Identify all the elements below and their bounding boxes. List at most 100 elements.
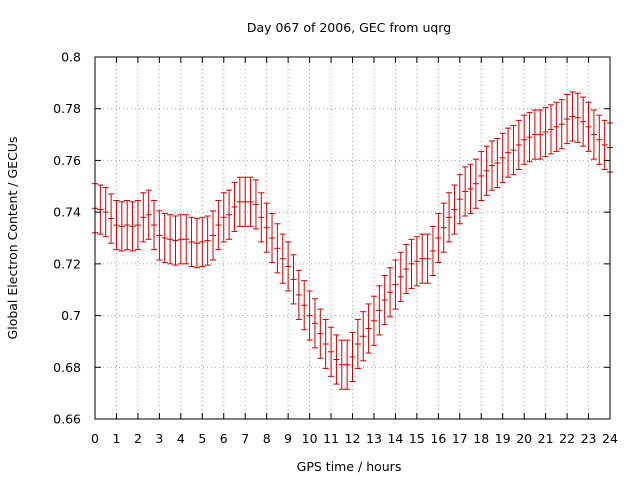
error-bar-point (413, 236, 420, 287)
error-bar-point (156, 210, 163, 261)
error-bar-point (574, 92, 581, 143)
error-bar-point (274, 223, 281, 274)
error-bar-point (210, 210, 217, 261)
error-bar-point (397, 251, 404, 302)
error-bar-point (376, 285, 383, 336)
error-bar-point (370, 295, 377, 346)
error-bar-point (537, 109, 544, 160)
x-tick-label: 9 (284, 431, 292, 446)
error-bar-point (247, 176, 254, 227)
error-bar-point (456, 174, 463, 225)
error-bar-point (547, 104, 554, 155)
x-tick-label: 3 (155, 431, 163, 446)
error-bar-point (381, 274, 388, 326)
x-tick-label: 24 (602, 431, 618, 446)
error-bar-point (129, 201, 136, 252)
error-bar-point (269, 212, 276, 264)
error-bar-point (236, 176, 243, 227)
x-tick-label: 7 (241, 431, 249, 446)
error-bar-point (392, 259, 399, 310)
error-bar-point (601, 119, 608, 170)
error-bar-point (140, 192, 147, 243)
error-bar-point (569, 91, 576, 142)
error-bar-point (199, 216, 206, 267)
x-tick-label: 20 (516, 431, 532, 446)
error-bar-point (472, 158, 479, 209)
x-tick-label: 15 (409, 431, 425, 446)
error-bar-point (322, 318, 329, 370)
error-bar-point (134, 200, 141, 251)
error-bar-point (317, 308, 324, 359)
error-bar-point (590, 109, 597, 160)
error-bar-point (531, 109, 538, 160)
x-tick-label: 5 (198, 431, 206, 446)
error-bar-point (102, 187, 109, 238)
error-bar-point (113, 200, 120, 251)
error-bar-point (301, 280, 308, 331)
error-bar-point (226, 189, 233, 240)
error-bar-point (467, 163, 474, 214)
x-tick-label: 19 (495, 431, 511, 446)
y-tick-label: 0.7 (61, 308, 81, 323)
error-bar-point (419, 233, 426, 284)
x-tick-label: 0 (91, 431, 99, 446)
error-bar-point (263, 202, 270, 253)
error-bar-point (204, 215, 211, 266)
error-bar-point (526, 112, 533, 163)
x-tick-label: 17 (452, 431, 468, 446)
error-bar-point (429, 225, 436, 276)
error-bar-point (344, 339, 351, 390)
error-bar-point (220, 192, 227, 243)
error-bar-point (151, 200, 158, 251)
x-tick-label: 18 (473, 431, 489, 446)
error-bar-point (349, 331, 356, 383)
error-bar-point (108, 193, 115, 244)
error-bar-point (558, 99, 565, 150)
error-bar-point (387, 267, 394, 318)
y-tick-label: 0.8 (61, 50, 81, 65)
error-bar-point (328, 326, 335, 377)
error-bar-point (462, 166, 469, 217)
x-tick-label: 16 (430, 431, 446, 446)
error-bar-point (124, 200, 131, 251)
error-bar-point (435, 212, 442, 264)
error-bar-point (499, 132, 506, 183)
error-bar-point (258, 192, 265, 243)
error-bar-point (161, 212, 168, 264)
x-tick-label: 13 (366, 431, 382, 446)
y-tick-label: 0.78 (53, 101, 81, 116)
error-bar-point (360, 311, 367, 362)
error-bar-point (285, 241, 292, 292)
error-bar-point (188, 216, 195, 267)
x-tick-label: 11 (323, 431, 339, 446)
x-tick-label: 22 (559, 431, 575, 446)
y-tick-label: 0.66 (53, 412, 81, 427)
error-bar-point (553, 101, 560, 152)
y-tick-label: 0.72 (53, 256, 81, 271)
error-bar-point (193, 218, 200, 269)
error-bar-point (354, 318, 361, 370)
error-bar-point (424, 233, 431, 284)
error-bars-layer (92, 91, 613, 390)
error-bar-point (167, 214, 174, 265)
error-bar-point (311, 298, 318, 349)
error-bar-point (252, 179, 259, 230)
error-bar-point (215, 200, 222, 251)
error-bar-point (403, 243, 410, 295)
x-tick-label: 4 (177, 431, 185, 446)
x-tick-label: 8 (263, 431, 271, 446)
error-bar-point (505, 127, 512, 178)
x-tick-label: 6 (220, 431, 228, 446)
error-bar-point (290, 254, 297, 305)
x-tick-label: 23 (581, 431, 597, 446)
x-axis-label: GPS time / hours (297, 459, 402, 474)
x-tick-label: 14 (387, 431, 403, 446)
error-bar-point (231, 181, 238, 233)
error-bar-point (306, 290, 313, 341)
error-bar-point (338, 339, 345, 390)
error-bar-point (333, 334, 340, 385)
error-bar-point (510, 125, 517, 176)
error-bar-point (451, 184, 458, 235)
error-bar-point (145, 189, 152, 240)
